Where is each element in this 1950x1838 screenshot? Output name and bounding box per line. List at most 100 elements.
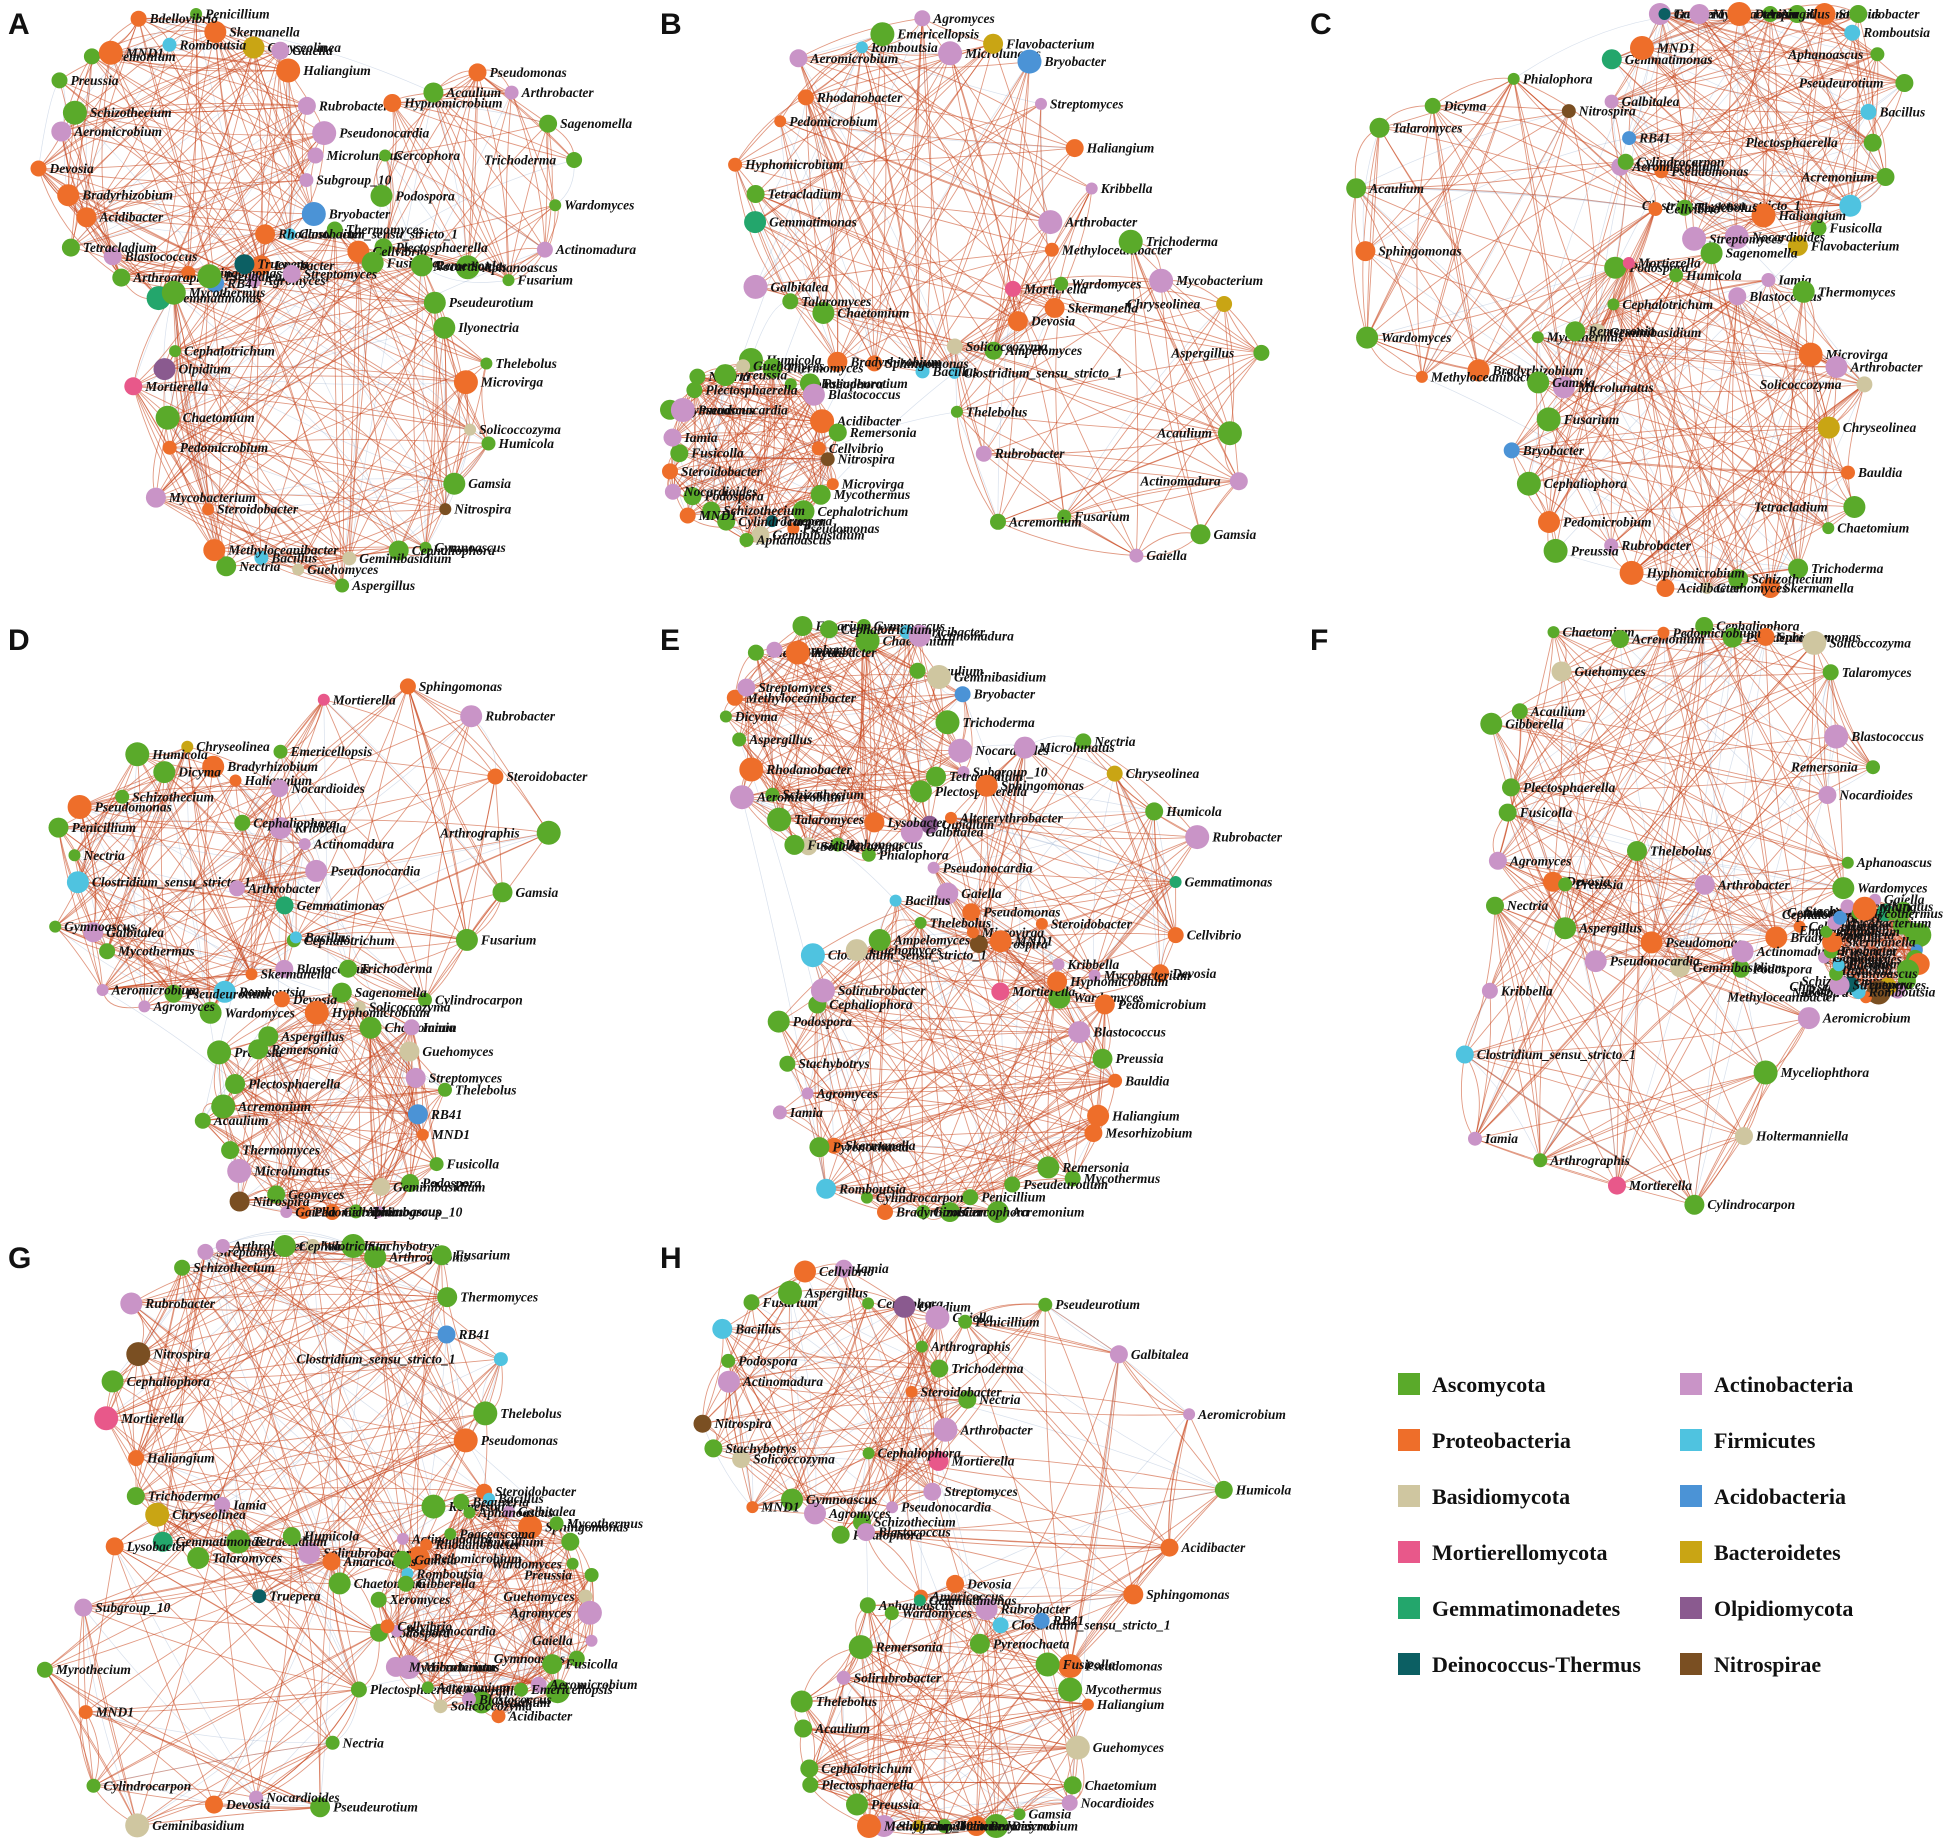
edge bbox=[1699, 13, 1819, 229]
node-label: Cephaliophora bbox=[878, 1446, 962, 1461]
edge bbox=[1366, 161, 1626, 338]
panel-label: C bbox=[1310, 8, 1332, 41]
edge bbox=[1628, 13, 1665, 139]
edge bbox=[954, 346, 1137, 556]
node-acremonium bbox=[990, 513, 1006, 530]
edge bbox=[1699, 13, 1873, 144]
node-talaromyces bbox=[1822, 664, 1839, 681]
node-gaiella bbox=[925, 1305, 950, 1330]
edge bbox=[1511, 262, 1630, 451]
node-gemmatimonas bbox=[913, 1594, 926, 1607]
node-penicillium bbox=[561, 1532, 580, 1551]
node-kribbella bbox=[1085, 182, 1098, 195]
node-label: Aspergillus bbox=[280, 1029, 344, 1044]
node-blastococcus bbox=[1824, 724, 1849, 749]
node-acaulium bbox=[1217, 421, 1242, 446]
node-label: Schizothecium bbox=[132, 789, 214, 804]
edge bbox=[1659, 10, 1771, 15]
node-label: Chryseolinea bbox=[1843, 420, 1917, 435]
edge bbox=[1528, 295, 1738, 485]
edge bbox=[759, 368, 776, 536]
edge bbox=[112, 213, 314, 257]
node-label: Haliangium bbox=[1086, 141, 1155, 156]
node-schizothecium bbox=[1728, 569, 1749, 590]
edge bbox=[167, 417, 350, 559]
edge bbox=[861, 47, 923, 372]
node-label: Cellvibrio bbox=[819, 1264, 874, 1279]
node-gemmatimonas bbox=[1601, 49, 1622, 70]
node-talaromyces bbox=[767, 807, 792, 832]
node-fusarium bbox=[1536, 407, 1561, 432]
edge bbox=[922, 61, 1030, 372]
edge bbox=[1130, 241, 1201, 535]
node-label: Aeromicrobium bbox=[73, 124, 162, 139]
node-pyrenochaeta bbox=[969, 1633, 990, 1654]
edge bbox=[1362, 127, 1380, 338]
edge bbox=[1769, 366, 1837, 589]
edge bbox=[1739, 13, 1878, 55]
node-plectosphaerella bbox=[909, 780, 932, 803]
edge bbox=[1432, 105, 1569, 112]
edge bbox=[1421, 208, 1656, 378]
panel-e: GymnoascusChaetomiumTuricibacterActinoma… bbox=[660, 616, 1283, 1223]
edge bbox=[790, 300, 994, 352]
node-haliangium bbox=[128, 1450, 145, 1467]
edge bbox=[997, 432, 1231, 523]
node-nectria bbox=[689, 368, 706, 385]
edge bbox=[1355, 188, 1423, 377]
edge bbox=[983, 352, 1262, 455]
node-label: Thermomyces bbox=[786, 361, 864, 376]
node-label: Xeromyces bbox=[389, 1592, 451, 1607]
edge bbox=[477, 72, 575, 161]
edge bbox=[1613, 303, 1811, 356]
node-label: Actinomadura bbox=[555, 242, 637, 257]
edge bbox=[1818, 54, 1878, 229]
node-thelebolus bbox=[790, 1690, 813, 1713]
edge bbox=[477, 72, 509, 281]
edge bbox=[1768, 279, 1865, 385]
node-label: Nitrospira bbox=[252, 1194, 310, 1209]
node-nectria bbox=[1486, 896, 1504, 915]
edge bbox=[1130, 241, 1240, 482]
edge bbox=[754, 221, 1055, 309]
node-label: Romboutsia bbox=[179, 37, 247, 52]
node-label: Humicola bbox=[1685, 268, 1742, 283]
edge bbox=[1611, 13, 1661, 102]
edge bbox=[158, 13, 197, 299]
legend-label: Proteobacteria bbox=[1432, 1428, 1571, 1453]
edge bbox=[921, 18, 955, 373]
edge bbox=[383, 204, 556, 248]
edge bbox=[392, 102, 575, 161]
edge bbox=[805, 97, 824, 314]
node-solicoccozyma bbox=[1802, 630, 1827, 655]
edge bbox=[207, 508, 343, 586]
edge bbox=[133, 385, 426, 549]
edge bbox=[734, 164, 838, 363]
edge bbox=[264, 233, 487, 364]
edge bbox=[155, 493, 446, 510]
edge bbox=[954, 303, 1225, 347]
node-label: Pedomicrobium bbox=[789, 114, 878, 129]
node-skermanella bbox=[245, 968, 258, 981]
edge bbox=[1537, 382, 1771, 589]
node-label: Tetracladium bbox=[1754, 500, 1828, 515]
edge bbox=[735, 147, 1075, 166]
node-streptomyces bbox=[405, 1067, 426, 1088]
node-label: Mycothermus bbox=[566, 1516, 644, 1531]
edge bbox=[38, 18, 140, 169]
node-label: Fusarium bbox=[480, 932, 537, 947]
edge bbox=[443, 327, 448, 510]
edge bbox=[1351, 188, 1368, 338]
node-solirubrobacter bbox=[810, 978, 835, 1003]
edge bbox=[724, 374, 822, 495]
node-sphingomonas bbox=[181, 266, 196, 280]
node-label: Mycothermus bbox=[117, 944, 195, 959]
node-gamsia bbox=[492, 882, 513, 903]
node-chaetomium bbox=[1063, 1776, 1082, 1795]
edge bbox=[289, 133, 325, 235]
node-acaulium bbox=[1511, 703, 1528, 720]
nodes: AgromycesMicrolunatusFlavobacteriumBryob… bbox=[660, 10, 1270, 563]
edge bbox=[169, 276, 210, 448]
node-label: Bradyrhizobium bbox=[226, 759, 318, 774]
node-solicoccozyma bbox=[946, 338, 963, 355]
